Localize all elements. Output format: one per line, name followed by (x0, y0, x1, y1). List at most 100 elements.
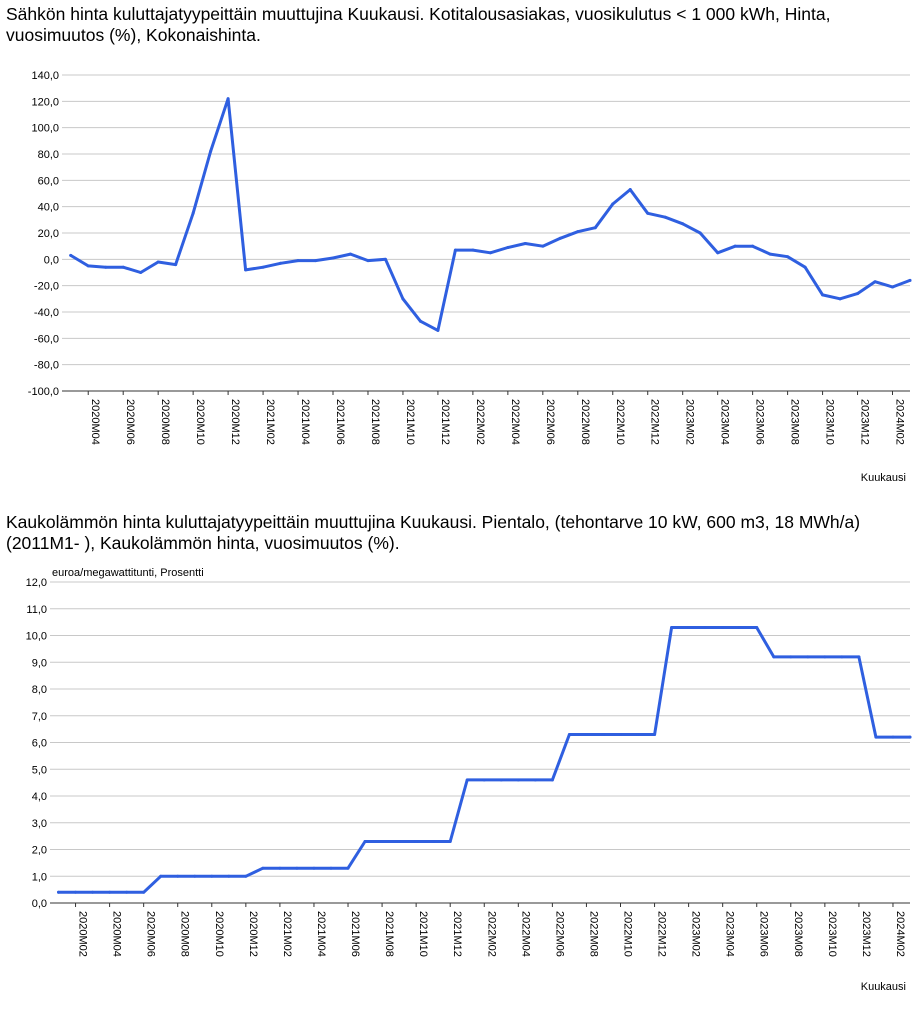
y-tick-label: 140,0 (31, 70, 59, 82)
chart-title: Sähkön hinta kuluttajatyypeittäin muuttu… (6, 4, 831, 45)
y-tick-label: -20,0 (34, 281, 59, 293)
y-tick-label: 40,0 (38, 202, 59, 214)
data-point (156, 260, 160, 264)
x-tick-label: 2023M08 (792, 911, 804, 957)
data-point (576, 230, 580, 234)
data-point (838, 297, 842, 301)
x-tick-label: 2024M02 (894, 911, 906, 957)
data-point (436, 328, 440, 332)
data-point (593, 226, 597, 230)
data-point (226, 97, 230, 101)
y-tick-label: -40,0 (34, 307, 59, 319)
data-point (516, 778, 520, 782)
x-tick-label: 2023M12 (859, 399, 871, 445)
y-tick-label: 1,0 (32, 871, 47, 883)
x-tick-label: 2022M08 (587, 911, 599, 957)
x-tick-label: 2021M04 (299, 399, 311, 445)
y-axis-label: euroa/megawattitunti, Prosentti (52, 567, 204, 579)
data-point (499, 778, 503, 782)
data-point (174, 263, 178, 267)
data-point (840, 655, 844, 659)
y-tick-label: 0,0 (44, 254, 59, 266)
data-point (329, 866, 333, 870)
x-tick-label: 2023M08 (789, 399, 801, 445)
x-tick-label: 2023M12 (860, 911, 872, 957)
x-tick-label: 2020M04 (111, 911, 123, 957)
data-point (363, 839, 367, 843)
data-point (628, 188, 632, 192)
data-point (482, 778, 486, 782)
y-tick-label: 120,0 (31, 96, 59, 108)
x-tick-label: 2021M02 (264, 399, 276, 445)
data-point (279, 261, 283, 265)
data-point (278, 866, 282, 870)
x-tick-label: 2020M08 (179, 911, 191, 957)
data-point (533, 778, 537, 782)
data-point (401, 297, 405, 301)
data-point (312, 866, 316, 870)
x-tick-label: 2022M06 (544, 399, 556, 445)
x-tick-label: 2021M12 (451, 911, 463, 957)
data-point (227, 874, 231, 878)
data-point (611, 202, 615, 206)
x-tick-label: 2021M12 (439, 399, 451, 445)
y-tick-label: 10,0 (26, 631, 47, 643)
data-point (755, 625, 759, 629)
x-tick-label: 2020M12 (247, 911, 259, 957)
data-point (891, 285, 895, 289)
data-point (908, 735, 912, 739)
data-point (244, 268, 248, 272)
data-point (733, 244, 737, 248)
data-point (768, 252, 772, 256)
data-point (380, 839, 384, 843)
data-point (789, 655, 793, 659)
data-point (786, 255, 790, 259)
data-point (636, 732, 640, 736)
data-point (125, 890, 129, 894)
data-point (567, 732, 571, 736)
data-point (653, 732, 657, 736)
district-heating-price-chart: Kaukolämmön hinta kuluttajatyypeittäin m… (0, 508, 921, 1024)
data-point (348, 252, 352, 256)
series-line (69, 97, 912, 332)
y-tick-label: 12,0 (26, 577, 47, 589)
data-point (488, 251, 492, 255)
x-tick-label: 2022M12 (649, 399, 661, 445)
data-point (193, 874, 197, 878)
data-point (296, 259, 300, 263)
data-point (91, 890, 95, 894)
data-point (646, 211, 650, 215)
data-point (738, 625, 742, 629)
data-point (295, 866, 299, 870)
data-point (261, 265, 265, 269)
y-tick-label: 11,0 (26, 604, 47, 616)
data-point (108, 890, 112, 894)
y-tick-label: 9,0 (32, 657, 47, 669)
data-point (471, 248, 475, 252)
chart-canvas: 140,0 120,0 100,0 80,0 60,0 40,0 20,0 0,0 -20,0 -… (28, 70, 912, 484)
data-point (663, 215, 667, 219)
x-tick-label: 2021M08 (369, 399, 381, 445)
y-tick-label: 6,0 (32, 738, 47, 750)
chart-canvas: 12,0 11,0 10,0 9,0 8,0 7,0 6,0 5,0 4,0 3,0 2,0 1,0 0… (26, 567, 912, 993)
x-tick-label: 2022M06 (553, 911, 565, 957)
data-point (772, 655, 776, 659)
x-tick-label: 2024M02 (894, 399, 906, 445)
x-tick-label: 2021M08 (383, 911, 395, 957)
data-point (139, 271, 143, 274)
data-point (751, 244, 755, 248)
x-tick-label: 2023M10 (824, 399, 836, 445)
data-point (558, 236, 562, 240)
data-point (210, 874, 214, 878)
data-point (698, 231, 702, 235)
y-tick-label: -80,0 (34, 360, 59, 372)
x-tick-label: 2023M04 (724, 911, 736, 957)
data-point (261, 866, 265, 870)
x-tick-label: 2020M12 (229, 399, 241, 445)
data-point (821, 293, 825, 297)
x-tick-label: 2021M10 (404, 399, 416, 445)
x-tick-label: 2022M12 (656, 911, 668, 957)
x-tick-label: 2022M02 (474, 399, 486, 445)
data-point (465, 778, 469, 782)
x-tick-label: 2020M06 (145, 911, 157, 957)
